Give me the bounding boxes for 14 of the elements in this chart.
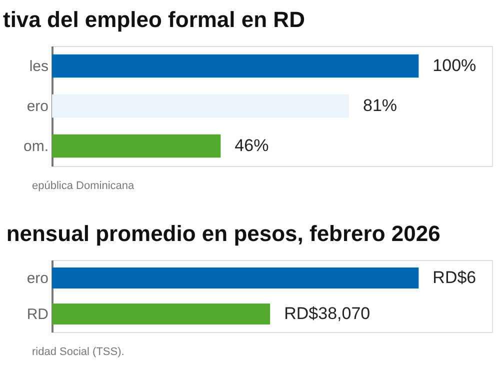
data-label: 100% <box>432 56 476 75</box>
chart-title: nensual promedio en pesos, febrero 2026 <box>6 221 440 246</box>
data-label: RD$38,070 <box>284 304 370 323</box>
chart-title: tiva del empleo formal en RD <box>2 7 305 32</box>
y-tick-label: om. <box>23 138 48 155</box>
data-label: 81% <box>363 96 398 115</box>
y-tick-label: ero <box>26 98 48 115</box>
y-tick-label: ero <box>26 270 48 287</box>
text: ridad Social (TSS). <box>32 346 124 358</box>
y-tick-label: les <box>29 58 48 75</box>
text: epública Dominicana <box>32 180 135 192</box>
data-label: RD$6 <box>432 268 476 287</box>
data-label: 46% <box>234 136 269 155</box>
y-tick-label: RD <box>26 306 49 323</box>
